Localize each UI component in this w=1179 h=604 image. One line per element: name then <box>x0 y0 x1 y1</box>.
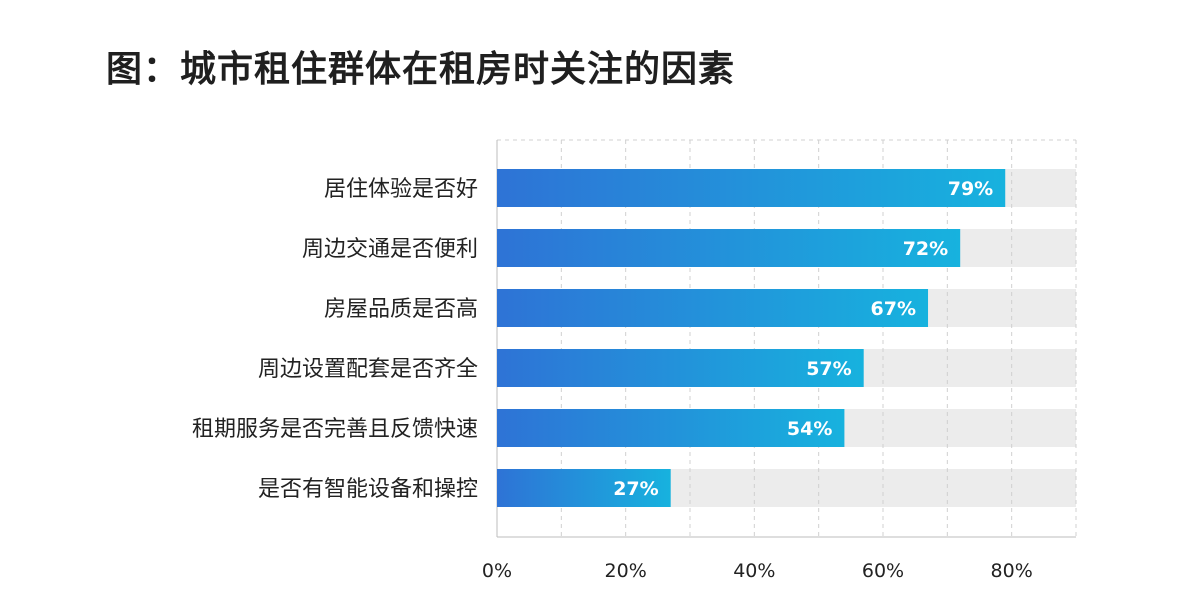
bar-value-label: 72% <box>903 238 948 260</box>
category-label: 居住体验是否好 <box>324 177 478 202</box>
bar-value-label: 67% <box>871 298 916 320</box>
bar-value-label: 27% <box>613 478 658 500</box>
bar-value-label: 79% <box>948 178 993 200</box>
bar <box>497 409 845 447</box>
x-tick-label: 20% <box>605 560 647 582</box>
x-tick-label: 60% <box>862 560 904 582</box>
bar <box>497 229 961 267</box>
category-label: 周边交通是否便利 <box>302 237 478 262</box>
x-tick-label: 40% <box>733 560 775 582</box>
bar <box>497 169 1006 207</box>
category-label: 房屋品质是否高 <box>324 297 478 322</box>
bar <box>497 289 929 327</box>
category-label: 租期服务是否完善且反馈快速 <box>192 417 478 442</box>
category-label: 是否有智能设备和操控 <box>258 477 478 502</box>
chart-title: 图：城市租住群体在租房时关注的因素 <box>106 49 736 90</box>
bar-value-label: 54% <box>787 418 832 440</box>
bar-value-label: 57% <box>806 358 851 380</box>
category-label: 周边设置配套是否齐全 <box>258 357 478 382</box>
bar <box>497 469 671 507</box>
x-tick-label: 80% <box>991 560 1033 582</box>
x-tick-label: 0% <box>482 560 512 582</box>
bar <box>497 349 864 387</box>
